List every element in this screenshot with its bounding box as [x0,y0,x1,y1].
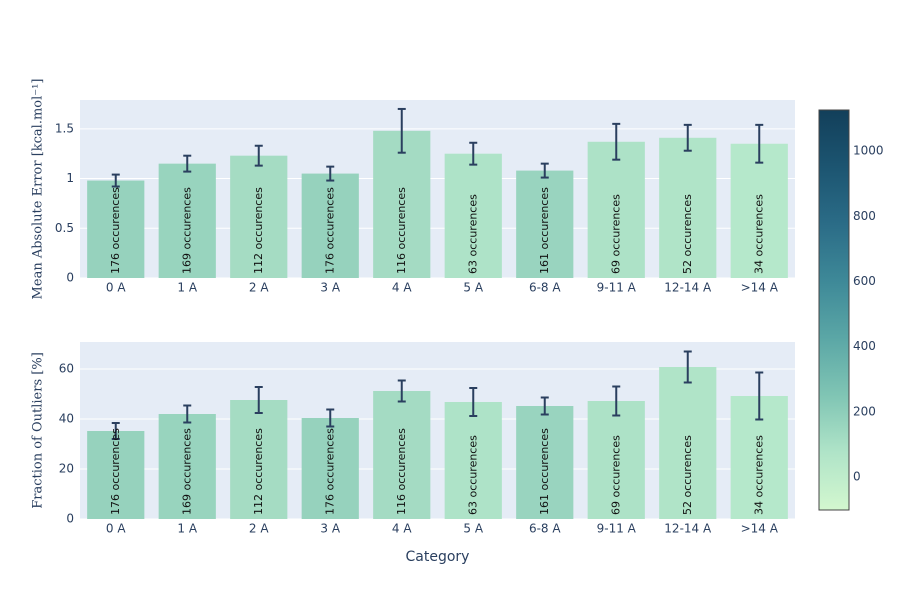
error-bar [397,379,406,403]
x-tick-label: 3 A [320,522,340,536]
bar [444,153,502,278]
y-axis-title: Mean Absolute Error [kcal.mol⁻¹] [31,79,46,300]
bar-label: 112 occurences [252,187,265,274]
error-bar [469,141,478,166]
x-tick-label: 0 A [106,281,126,295]
error-bar [326,165,335,182]
error-bar [612,385,621,417]
x-tick-label: 9-11 A [597,522,637,536]
x-tick-label: 4 A [392,281,412,295]
bar [587,401,645,519]
error-bar [683,123,692,152]
error-bar [326,408,335,428]
bar-label: 176 occurences [109,428,122,515]
bar [516,170,574,278]
bar [87,431,145,519]
bar [230,155,288,278]
x-tick-label: 5 A [463,281,483,295]
bar-label: 169 occurences [180,428,193,515]
x-tick-label: 0 A [106,522,126,536]
x-tick-label: 12-14 A [664,281,712,295]
y-tick-label: 1.5 [55,121,74,135]
x-tick-label: 6-8 A [529,522,561,536]
colorbar-tick-label: 1000 [853,144,884,158]
bar-label: 52 occurences [681,194,694,274]
x-axis-title: Category [406,549,470,565]
error-bar [254,144,263,167]
error-bar [111,422,120,440]
error-bar [612,122,621,161]
error-bar [183,154,192,173]
y-tick-label: 0 [66,512,74,526]
colorbar-tick-label: 400 [853,339,876,353]
colorbar-tick-label: 200 [853,404,876,418]
bar [230,400,288,519]
bar-label: 63 occurences [466,435,479,515]
bar [87,180,145,278]
bar-label: 169 occurences [180,187,193,274]
bar-label: 116 occurences [395,428,408,515]
error-bar [755,123,764,164]
x-tick-label: 1 A [177,522,197,536]
error-bar [111,173,120,188]
x-tick-label: 6-8 A [529,281,561,295]
bar [301,418,359,519]
x-tick-label: 2 A [249,522,269,536]
x-tick-label: 1 A [177,281,197,295]
bar [301,173,359,278]
bar [373,391,431,519]
bar-label: 63 occurences [466,194,479,274]
colorbar-tick-label: 600 [853,274,876,288]
bar-label: 69 occurences [609,435,622,515]
x-tick-label: 9-11 A [597,281,637,295]
bar [659,367,717,519]
x-tick-label: 5 A [463,522,483,536]
bar [444,402,502,519]
x-tick-label: >14 A [741,281,779,295]
error-bar [683,350,692,384]
bar-label: 176 occurences [323,428,336,515]
bar [730,143,788,278]
bar-label: 116 occurences [395,187,408,274]
error-bar [397,107,406,154]
error-bar [254,386,263,414]
error-bar [755,371,764,421]
x-tick-label: >14 A [741,522,779,536]
error-bar [540,396,549,416]
bar-label: 161 occurences [538,428,551,515]
bar-label: 34 occurences [752,194,765,274]
error-bar [540,162,549,179]
y-tick-label: 60 [59,362,74,376]
bar [516,406,574,519]
bar-label: 34 occurences [752,435,765,515]
colorbar-tick-label: 800 [853,209,876,223]
error-bar [469,387,478,417]
colorbar [818,109,850,511]
bar [587,141,645,278]
bar-label: 52 occurences [681,435,694,515]
bar-label: 112 occurences [252,428,265,515]
y-tick-label: 20 [59,462,74,476]
bar [373,130,431,278]
y-tick-label: 1 [66,171,74,185]
bar [158,414,216,519]
bar [659,137,717,278]
x-tick-label: 4 A [392,522,412,536]
colorbar-tick-label: 0 [853,470,861,484]
x-tick-label: 12-14 A [664,522,712,536]
error-bar [183,404,192,424]
y-tick-label: 0.5 [55,221,74,235]
bar-label: 176 occurences [109,187,122,274]
y-tick-label: 0 [66,271,74,285]
bar-label: 161 occurences [538,187,551,274]
bar-label: 176 occurences [323,187,336,274]
bar-label: 69 occurences [609,194,622,274]
x-tick-label: 3 A [320,281,340,295]
y-axis-title: Fraction of Outliers [%] [31,352,46,509]
bar [158,163,216,278]
y-tick-label: 40 [59,412,74,426]
x-tick-label: 2 A [249,281,269,295]
